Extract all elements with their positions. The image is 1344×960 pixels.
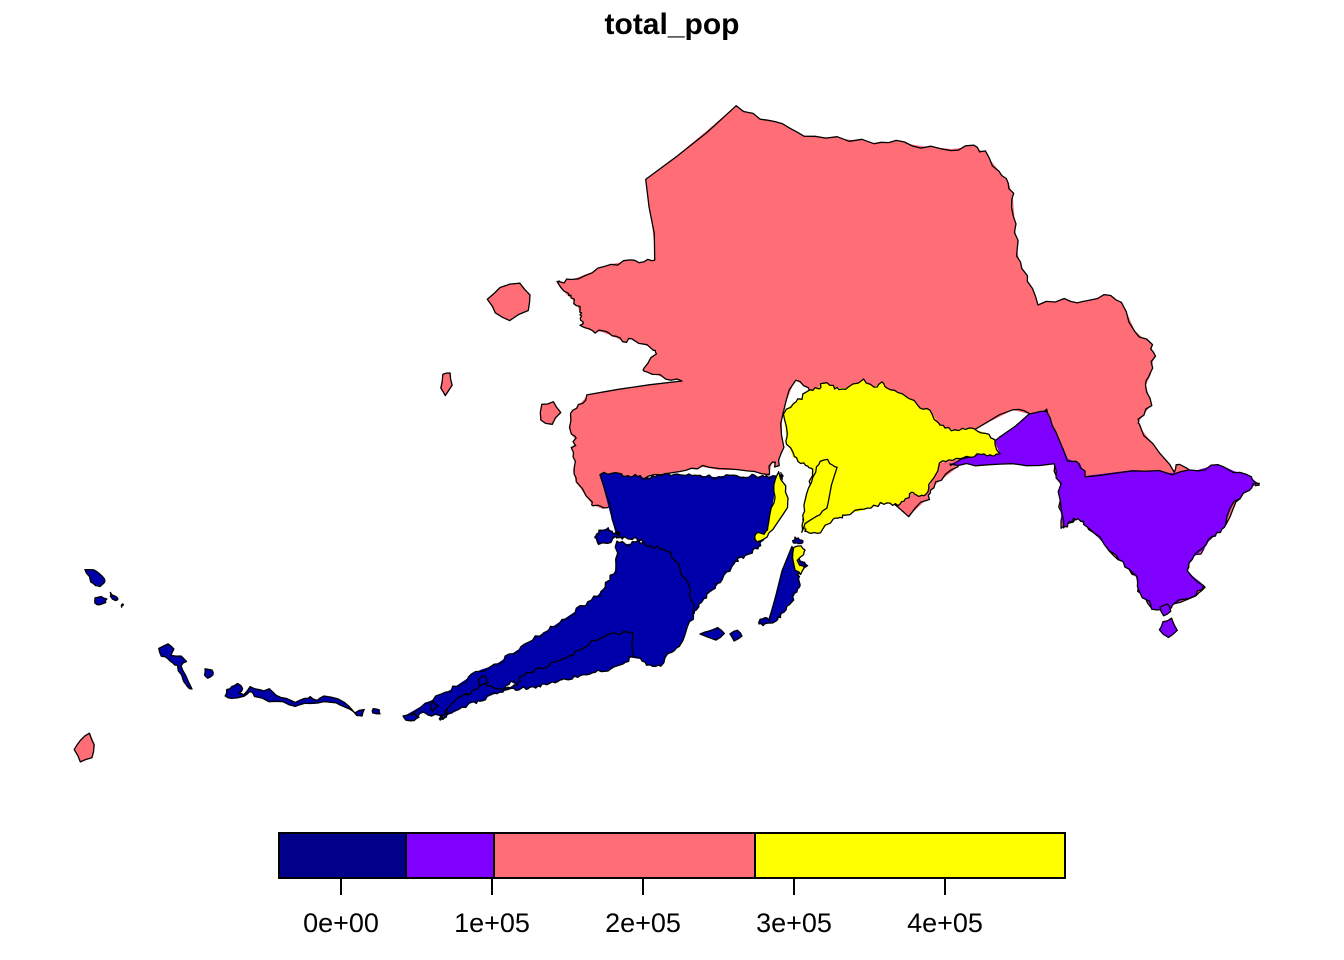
svg-text:3e+05: 3e+05 xyxy=(756,908,832,938)
svg-text:0e+00: 0e+00 xyxy=(303,908,379,938)
svg-text:2e+05: 2e+05 xyxy=(605,908,681,938)
svg-text:4e+05: 4e+05 xyxy=(907,908,983,938)
svg-text:1e+05: 1e+05 xyxy=(454,908,530,938)
